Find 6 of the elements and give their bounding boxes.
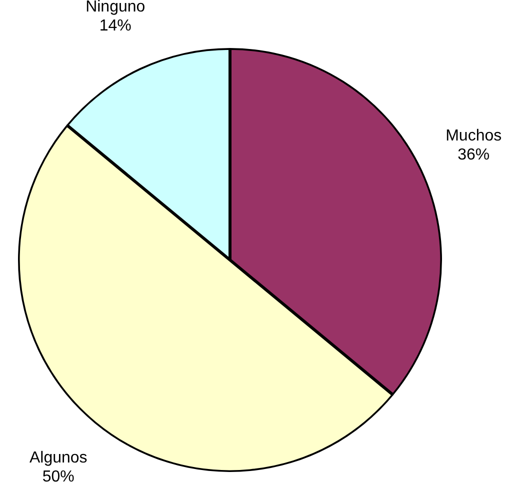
slice-label: Muchos [446, 127, 502, 144]
data-label: 50% [42, 468, 74, 486]
slice-label: Algunos [29, 449, 88, 466]
slice-label: Ninguno [86, 0, 146, 16]
data-label: 36% [458, 146, 490, 164]
data-label: 14% [99, 17, 132, 34]
